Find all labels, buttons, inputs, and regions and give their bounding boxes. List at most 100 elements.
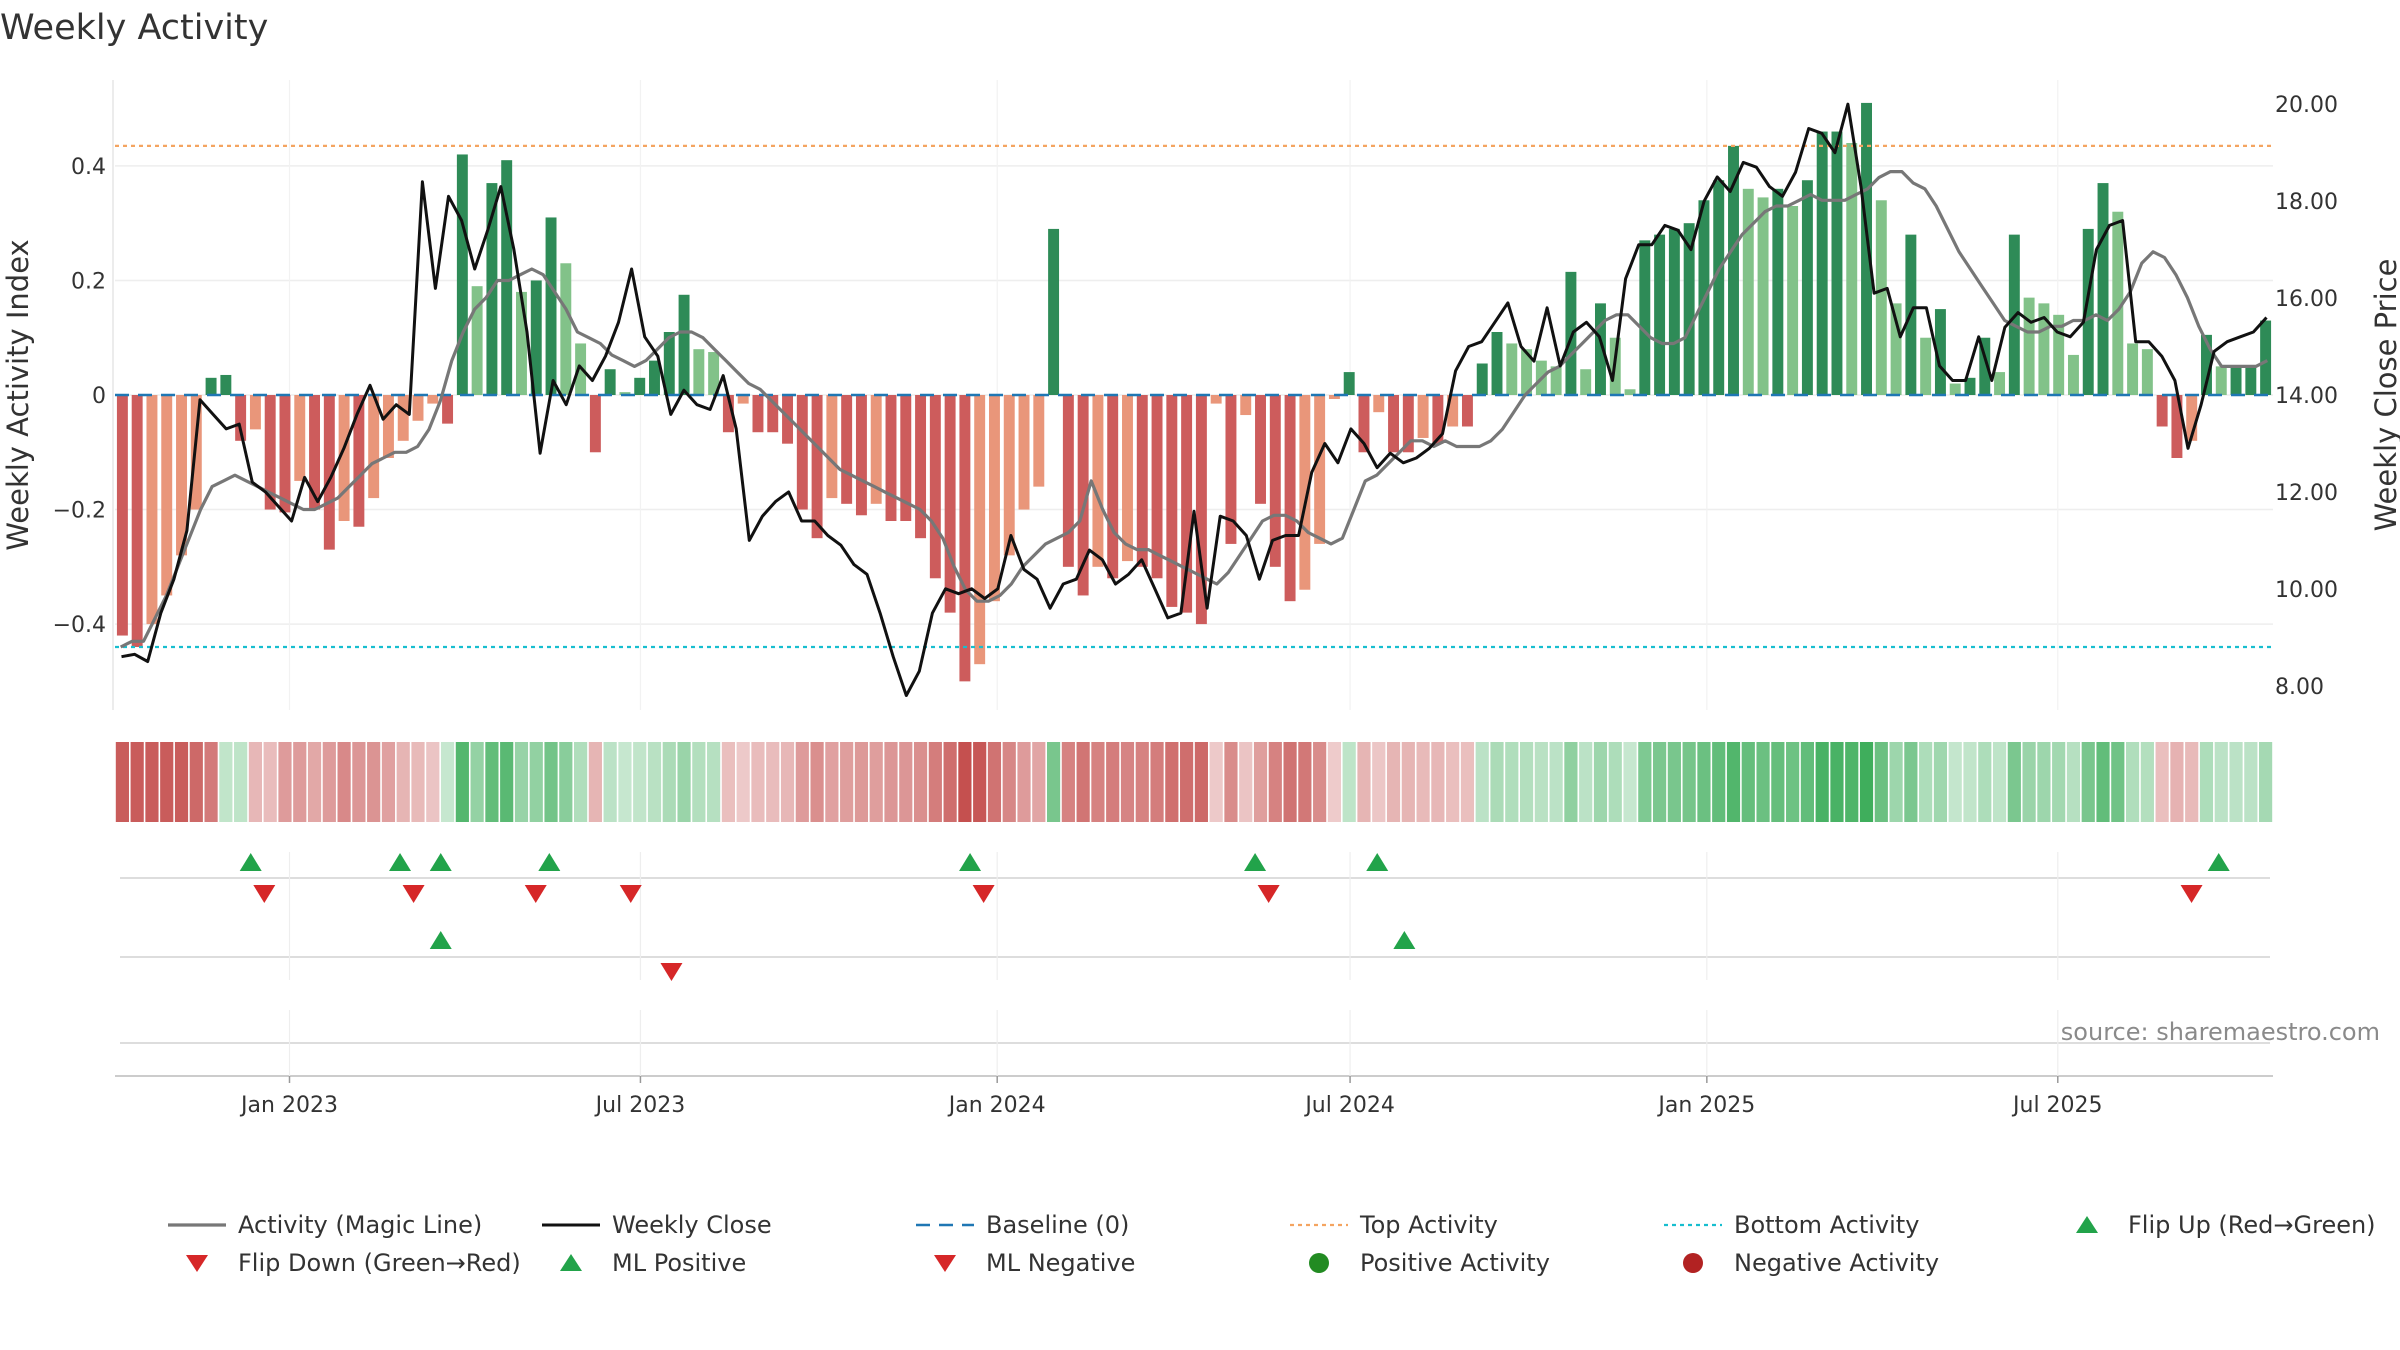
activity-bar (1447, 395, 1459, 427)
legend-label: Baseline (0) (986, 1211, 1129, 1239)
legend-label: Positive Activity (1360, 1249, 1550, 1277)
y-right-tick-label: 16.00 (2275, 287, 2338, 312)
activity-bar (412, 395, 424, 421)
activity-bar (1964, 377, 1976, 395)
legend-symbol (2076, 1216, 2098, 1233)
strip-cell (145, 742, 159, 822)
activity-bar (1136, 395, 1148, 567)
activity-bar (1476, 363, 1488, 395)
strip-cell (1165, 742, 1179, 822)
strip-cell (1416, 742, 1430, 822)
activity-bar (811, 395, 823, 539)
strip-cell (707, 742, 721, 822)
strip-cell (1682, 742, 1696, 822)
activity-bar (1624, 389, 1636, 395)
strip-cell (204, 742, 218, 822)
activity-bar (442, 395, 454, 424)
activity-bar (1358, 395, 1370, 453)
strip-cell (322, 742, 336, 822)
activity-bar (988, 395, 1000, 602)
activity-bar (1801, 180, 1813, 395)
strip-cell (1859, 742, 1874, 822)
activity-bar (663, 332, 675, 395)
strip-cell (1815, 742, 1829, 822)
strip-cell (1342, 742, 1356, 822)
strip-cell (973, 742, 987, 822)
strip-cell (840, 742, 854, 822)
activity-bar (2156, 395, 2168, 427)
strip-cell (1180, 742, 1194, 822)
strip-cell (1933, 742, 1948, 822)
strip-cell (1446, 742, 1460, 822)
flip-up-marker (2207, 853, 2230, 871)
activity-bar (2097, 183, 2109, 395)
activity-bar (1195, 395, 1207, 625)
legend-label: Flip Down (Green→Red) (238, 1249, 521, 1277)
activity-bar (1683, 223, 1695, 395)
strip-cell (1150, 742, 1164, 822)
strip-cell (544, 742, 558, 822)
activity-bar (1166, 395, 1178, 607)
activity-bar (294, 395, 306, 481)
flip-down-marker (253, 885, 276, 903)
activity-bar (471, 286, 483, 395)
strip-cell (1874, 742, 1888, 822)
activity-bar (2230, 366, 2242, 395)
strip-cell (943, 742, 957, 822)
strip-cell (293, 742, 307, 822)
strip-cell (618, 742, 632, 822)
activity-bar (1328, 395, 1340, 400)
strip-cell (1756, 742, 1770, 822)
activity-bar (900, 395, 912, 521)
activity-bar (530, 280, 542, 395)
legend-symbol (934, 1255, 956, 1272)
strip-cell (1564, 742, 1578, 822)
flip-down-marker (524, 885, 547, 903)
strip-cell (411, 742, 425, 822)
strip-cell (1475, 742, 1489, 822)
strip-cell (2052, 742, 2066, 822)
strip-cell (115, 742, 129, 822)
activity-bar (205, 377, 217, 395)
activity-bar (1402, 395, 1414, 453)
legend-symbol (1683, 1253, 1703, 1273)
strip-cell (588, 742, 602, 822)
flip-down-marker (972, 885, 995, 903)
activity-bar (915, 395, 927, 539)
activity-bar (1550, 366, 1562, 395)
activity-bar (722, 395, 734, 433)
y-right-tick-label: 8.00 (2275, 675, 2324, 700)
activity-bar (855, 395, 867, 516)
strip-cell (2199, 742, 2214, 822)
activity-bar (959, 395, 971, 682)
strip-cell (440, 742, 455, 822)
strip-cell (1608, 742, 1622, 822)
activity-bar (1343, 372, 1355, 395)
activity-bar (1077, 395, 1089, 596)
strip-cell (913, 742, 928, 822)
activity-bar (1920, 337, 1932, 395)
y-left-tick-label: −0.2 (53, 499, 106, 524)
x-tick-label: Jan 2025 (1656, 1093, 1755, 1118)
strip-cell (2214, 742, 2228, 822)
activity-bar (782, 395, 793, 444)
strip-cell (263, 742, 277, 822)
activity-bar (619, 392, 631, 395)
activity-bar (1491, 332, 1503, 395)
activity-bar (545, 217, 557, 395)
activity-bar (2245, 366, 2257, 395)
strip-cell (1209, 742, 1223, 822)
activity-bar (1668, 228, 1680, 395)
strip-cell (1919, 742, 1933, 822)
activity-bar (2082, 228, 2094, 395)
legend-symbol (560, 1254, 582, 1271)
strip-cell (1106, 742, 1120, 822)
strip-cell (1268, 742, 1282, 822)
strip-cell (2259, 742, 2273, 822)
strip-cell (1697, 742, 1711, 822)
strip-cell (692, 742, 706, 822)
x-tick-label: Jul 2023 (594, 1093, 686, 1118)
strip-cell (1845, 742, 1859, 822)
strip-cell (1623, 742, 1637, 822)
